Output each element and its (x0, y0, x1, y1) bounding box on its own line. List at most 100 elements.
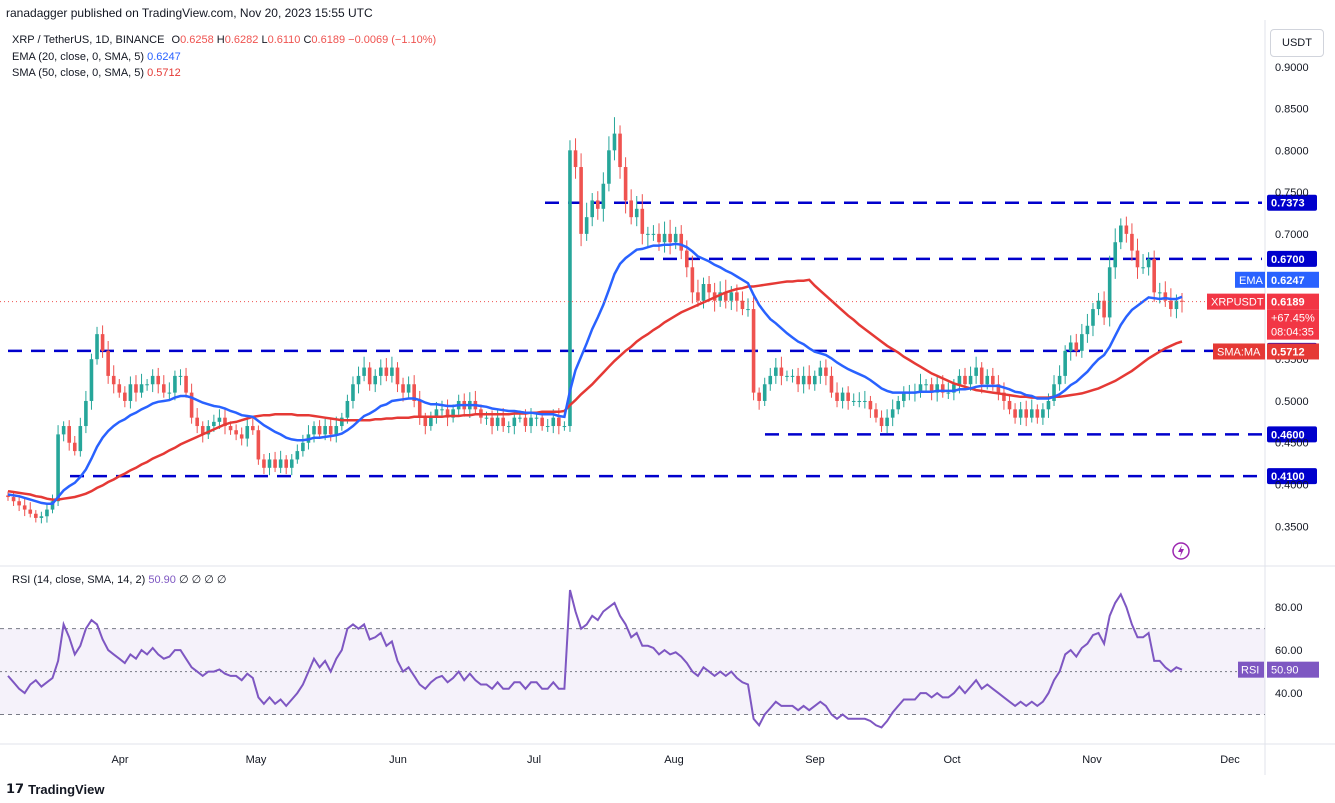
pane-divider[interactable] (0, 20, 1335, 775)
candle (1107, 255, 1112, 327)
candle (173, 370, 177, 401)
rsi-tick: 40.00 (1275, 688, 1303, 700)
candle-body (595, 200, 600, 209)
candle-body (1091, 309, 1095, 326)
candle-body (840, 392, 845, 401)
publisher-header: ranadagger published on TradingView.com,… (6, 6, 373, 20)
candle-body (67, 426, 72, 443)
price-tag-value: 0.6189 (1271, 297, 1305, 309)
price-tag: XRPUSDT 0.6189 +67.45% 08:04:35 (1207, 293, 1319, 340)
candle-body (56, 434, 60, 502)
candle-body (673, 233, 678, 243)
candle-body (362, 367, 366, 376)
candle-body (757, 392, 761, 401)
candle-body (657, 233, 661, 243)
rsi-legend-value: 50.90 (148, 574, 176, 586)
price-tick: 0.9000 (1275, 62, 1309, 74)
price-tick: 0.5000 (1275, 396, 1309, 408)
candle-body (952, 384, 956, 393)
candle-body (373, 375, 378, 385)
candle (801, 366, 806, 394)
candle (301, 434, 305, 457)
candle-body (579, 167, 583, 234)
candle-body (996, 384, 1001, 393)
tradingview-logo[interactable]: 𝟭𝟳 TradingView (6, 781, 104, 797)
candle-body (790, 375, 795, 377)
candle (100, 325, 105, 358)
candle (534, 412, 539, 427)
candle (634, 195, 639, 227)
candle-body (590, 200, 595, 218)
candle-body (1163, 292, 1168, 301)
candle-body (963, 375, 967, 385)
candle (495, 409, 500, 431)
candle-body (1113, 242, 1118, 268)
price-change: +67.45% (1271, 313, 1315, 325)
candle (768, 367, 773, 391)
sma-line (7, 278, 1183, 501)
candle (239, 427, 244, 446)
candle-body (401, 384, 405, 393)
candle (429, 411, 433, 431)
candle-body (22, 505, 27, 510)
ema-line (7, 242, 1183, 505)
candle-body (924, 384, 928, 386)
candle (996, 375, 1001, 401)
candle (584, 202, 589, 241)
candle (612, 117, 617, 161)
candle-body (195, 417, 199, 427)
candle-body (167, 392, 172, 394)
candle (1135, 238, 1140, 279)
sma-legend[interactable]: SMA (50, close, 0, SMA, 5) 0.5712 (12, 67, 181, 79)
candle-body (39, 516, 44, 518)
candle (924, 379, 928, 391)
currency-button[interactable]: USDT (1270, 29, 1324, 57)
alert-icon[interactable] (1172, 542, 1190, 560)
time-axis[interactable]: Apr May Jun Jul Aug Sep Oct Nov Dec (111, 754, 1240, 766)
rsi-legend[interactable]: RSI (14, close, SMA, 14, 2) 50.90 ∅ ∅ ∅ … (12, 573, 226, 586)
candle (284, 455, 288, 475)
candle (200, 421, 205, 443)
level-tag-0.7373: 0.7373 (1267, 194, 1317, 211)
candle-body (1018, 409, 1023, 418)
candle-body (634, 208, 639, 218)
candle (879, 410, 884, 432)
candle (1024, 400, 1029, 427)
candle (22, 498, 27, 517)
candle (640, 194, 645, 245)
candle (846, 386, 850, 410)
candle-body (968, 375, 973, 385)
candle (651, 225, 656, 241)
candle (807, 365, 812, 390)
price-axis[interactable]: 0.90000.85000.80000.75000.70000.65000.60… (1275, 62, 1309, 700)
candle (607, 136, 611, 192)
level-label: 0.4100 (1271, 471, 1305, 483)
time-tick: Dec (1220, 754, 1240, 766)
candle-body (262, 459, 266, 468)
ema-legend-label: EMA (20, close, 0, SMA, 5) (12, 51, 145, 63)
time-tick: Apr (111, 754, 128, 766)
candle (929, 377, 934, 401)
candle (189, 383, 194, 424)
candle (95, 326, 99, 365)
candle (812, 370, 817, 391)
candle (84, 390, 88, 434)
candle-body (501, 417, 505, 427)
tradingview-brand: TradingView (28, 781, 105, 797)
candle (317, 420, 322, 439)
symbol-name[interactable]: XRP / TetherUS, 1D, BINANCE (12, 34, 165, 46)
candle (184, 367, 188, 398)
price-tick: 0.7500 (1275, 187, 1309, 199)
ema-legend[interactable]: EMA (20, close, 0, SMA, 5) 0.6247 (12, 51, 181, 63)
candle-body (946, 392, 951, 394)
candle-body (785, 375, 789, 377)
candle-body (818, 367, 823, 376)
candle-body (774, 367, 778, 376)
candle-body (161, 384, 166, 393)
candle-body (445, 409, 450, 418)
candle (918, 373, 923, 398)
candle (818, 360, 823, 384)
candle-body (189, 392, 194, 418)
